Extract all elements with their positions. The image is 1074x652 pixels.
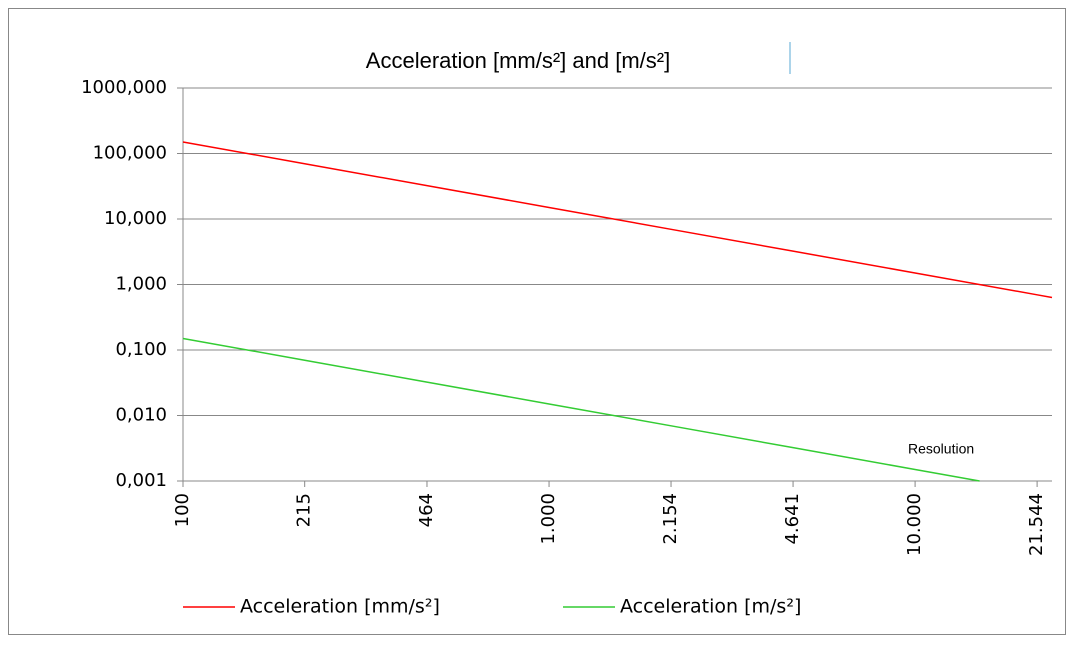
legend-label: Acceleration [m/s²]	[620, 596, 801, 618]
series-line	[182, 141, 1053, 299]
title-box	[292, 40, 788, 88]
x-tick-label: 4.641	[782, 493, 803, 545]
x-tick-label: 215	[294, 493, 315, 527]
x-tick-label: 21.544	[1026, 493, 1047, 556]
x-tick-label: 464	[416, 493, 437, 527]
x-tick-label: 100	[172, 493, 193, 527]
y-tick-label: 100,000	[93, 143, 167, 164]
y-tick-label: 0,010	[115, 405, 167, 426]
chart-border	[8, 8, 1066, 635]
y-tick-label: 1000,000	[81, 77, 167, 98]
chart-title: Acceleration [mm/s²] and [m/s²]	[366, 48, 670, 73]
x-tick-label: 2.154	[660, 493, 681, 545]
x-tick-label: 10.000	[904, 493, 925, 556]
y-tick-label: 0,100	[115, 339, 167, 360]
y-tick-label: 0,001	[115, 470, 167, 491]
x-tick-label: 1.000	[538, 493, 559, 545]
legend-label: Acceleration [mm/s²]	[240, 596, 440, 618]
y-tick-label: 1,000	[115, 274, 167, 295]
y-tick-label: 10,000	[104, 208, 167, 229]
series-line	[182, 337, 980, 482]
annotation: Resolution	[908, 441, 974, 457]
